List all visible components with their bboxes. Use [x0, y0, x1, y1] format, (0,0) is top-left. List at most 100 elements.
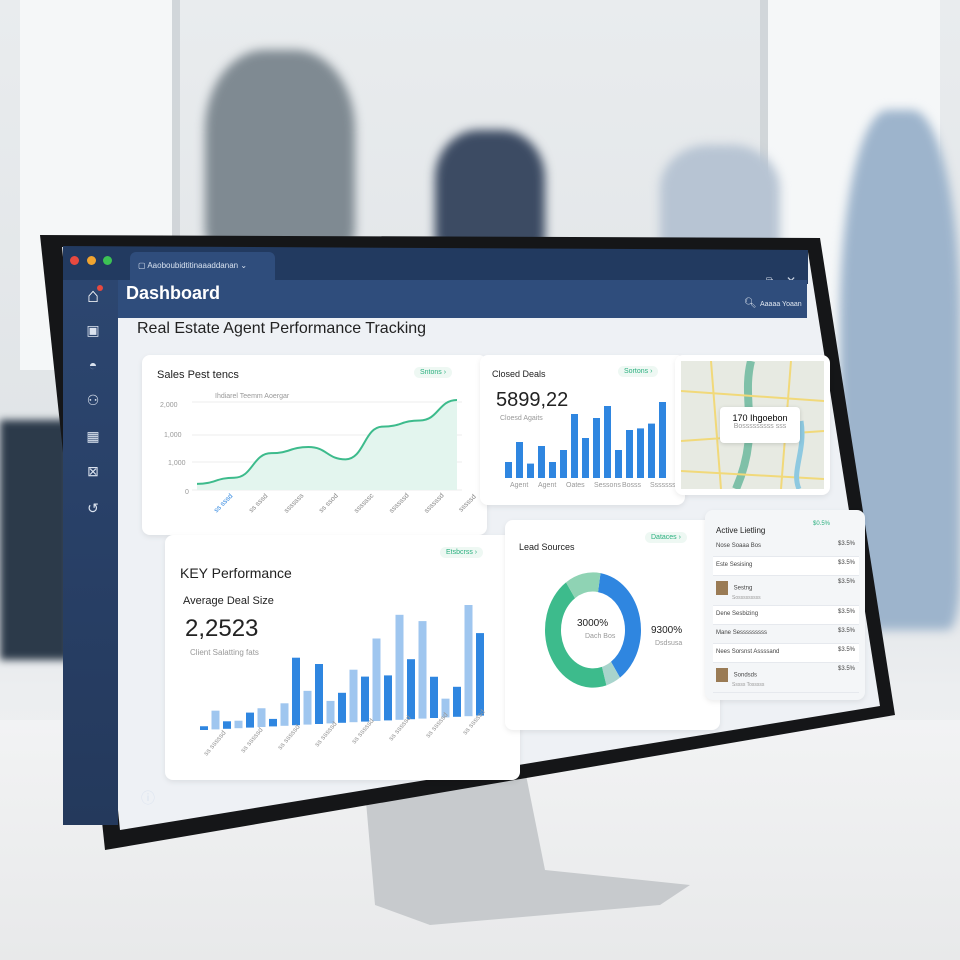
listing-tag: Dene: [716, 611, 731, 617]
bar: [234, 720, 243, 729]
bar: [303, 690, 312, 725]
closed-deals-subtitle: Cloesd Agaits: [500, 415, 543, 422]
bar: [200, 726, 208, 730]
sales-action-button[interactable]: Sntons ›: [414, 367, 453, 378]
listing-row[interactable]: Sondsds Sssss Tosssss $3.5%: [713, 663, 859, 693]
average-deal-size-label: Average Deal Size: [183, 595, 274, 607]
people-icon[interactable]: ⚇: [86, 392, 100, 408]
x-tick: Sssssss: [650, 482, 676, 489]
donut-slice: [566, 572, 601, 599]
closed-deals-card: Closed Deals Sortons › 5899,22 Cloesd Ag…: [480, 355, 685, 505]
listing-row[interactable]: Nees Sorsnst Assssand $3.5%: [713, 644, 859, 663]
active-listing-card: Active Lietling $0.5% Nose Soaaa Bos $3.5…: [705, 510, 865, 700]
bar: [615, 450, 622, 478]
y-tick: 1,000: [164, 432, 182, 439]
listing-tag: Mane: [716, 630, 732, 636]
average-deal-size-value: 2,2523: [185, 615, 259, 642]
bar: [441, 698, 450, 718]
active-listing-action[interactable]: $0.5%: [813, 521, 831, 527]
listing-thumbnail: [716, 668, 728, 682]
key-performance-action-button[interactable]: Etsbcrss ›: [440, 547, 484, 558]
map-card: 170 Ihgoebon Bosssssssss sss: [675, 355, 830, 495]
lead-sources-card: Lead Sources Dataces › 3000% Dach Bos 93…: [505, 520, 720, 730]
sales-line: [196, 399, 458, 485]
closed-deals-action-button[interactable]: Sortons ›: [618, 366, 659, 377]
listing-sub: Sssss Tosssss: [732, 682, 765, 688]
listing-name: Sesising: [729, 562, 753, 568]
bar: [418, 621, 427, 719]
x-tick: Agent: [538, 482, 557, 489]
bar: [349, 669, 358, 723]
clipboard-icon[interactable]: ▣: [86, 322, 100, 338]
bar: [453, 686, 461, 717]
bar: [315, 664, 323, 724]
listing-row[interactable]: Dene Sesbizing $3.5%: [713, 606, 859, 625]
lead-sources-action-button[interactable]: Dataces ›: [645, 532, 687, 543]
lead-sources-donut: [545, 572, 641, 688]
donut-center-label: Dach Bos: [585, 633, 616, 640]
listing-row[interactable]: Nose Soaaa Bos $3.5%: [713, 538, 859, 557]
bar: [269, 718, 277, 727]
sales-area-fill: [197, 400, 457, 490]
listing-value: $3.5%: [837, 666, 855, 672]
listing-row[interactable]: Mane Sesssssssss $3.5%: [713, 625, 859, 644]
info-icon[interactable]: ⓘ: [141, 790, 155, 806]
calendar-icon[interactable]: ▦: [86, 428, 100, 444]
bar: [372, 638, 381, 721]
bar: [549, 462, 556, 478]
sales-title: Sales Pest tencs: [157, 369, 239, 381]
bar: [464, 605, 473, 717]
home-icon[interactable]: ⌂: [83, 285, 103, 307]
background-person: [205, 50, 355, 250]
donut-center-value: 3000%: [577, 618, 609, 629]
bar: [223, 721, 231, 729]
bar: [604, 406, 611, 478]
bar: [257, 708, 266, 727]
listing-value: $3.5%: [837, 609, 855, 615]
bar: [560, 450, 567, 478]
closed-deals-value: 5899,22: [496, 389, 569, 411]
listing-value: $3.5%: [837, 541, 855, 547]
bar: [516, 442, 523, 478]
closed-deals-title: Closed Deals: [492, 369, 546, 379]
header-bar: [115, 280, 807, 318]
key-performance-subtitle: Client Salatting fats: [190, 648, 259, 657]
search-icon[interactable]: 🔍︎: [744, 298, 757, 309]
search-label[interactable]: Aaaaa Yoaan: [760, 301, 802, 308]
close-traffic-light[interactable]: [70, 256, 79, 265]
listing-value: $3.5%: [837, 628, 855, 634]
listing-name: Sesssssssss: [732, 630, 768, 636]
history-icon[interactable]: ↺: [87, 500, 99, 516]
bar: [395, 614, 404, 720]
bar: [659, 402, 666, 478]
bar: [292, 657, 300, 726]
maximize-traffic-light[interactable]: [103, 256, 112, 265]
sales-area-chart: [192, 399, 462, 491]
listing-name: Sorsnst Assssand: [731, 649, 780, 655]
y-tick: 0: [185, 489, 189, 496]
closed-deals-bar-chart: [505, 402, 666, 478]
briefcase-icon[interactable]: ◓: [88, 357, 98, 373]
y-tick: 1,000: [168, 460, 186, 467]
sales-legend: Ihdiarel Teemm Aoergar: [215, 393, 290, 400]
lead-side-label: Dsdsusa: [655, 640, 683, 647]
chevron-down-icon: ⌄: [238, 261, 248, 270]
minimize-traffic-light[interactable]: [87, 256, 96, 265]
sidebar: [63, 280, 118, 825]
bar: [527, 463, 534, 478]
bar: [280, 703, 289, 726]
listing-value: $3.5%: [837, 579, 855, 585]
background-person: [660, 145, 780, 255]
listing-row[interactable]: Este Sesising $3.5%: [713, 557, 859, 576]
listing-row[interactable]: Sestng Sosssssssss $3.5%: [713, 576, 859, 606]
listing-sub: Sosssssssss: [732, 595, 761, 601]
chart-icon[interactable]: ⊠: [87, 463, 99, 479]
key-performance-title: KEY Performance: [180, 565, 292, 581]
x-tick: Bosss: [622, 482, 642, 489]
donut-slice: [598, 573, 641, 678]
bar: [648, 423, 655, 478]
bar: [430, 676, 438, 718]
x-tick: Sessons: [594, 482, 621, 489]
browser-tab[interactable]: ▢ Aaoboubidtitinaaaddanan ⌄: [130, 252, 275, 280]
tab-label: Aaoboubidtitinaaaddanan: [147, 261, 239, 270]
